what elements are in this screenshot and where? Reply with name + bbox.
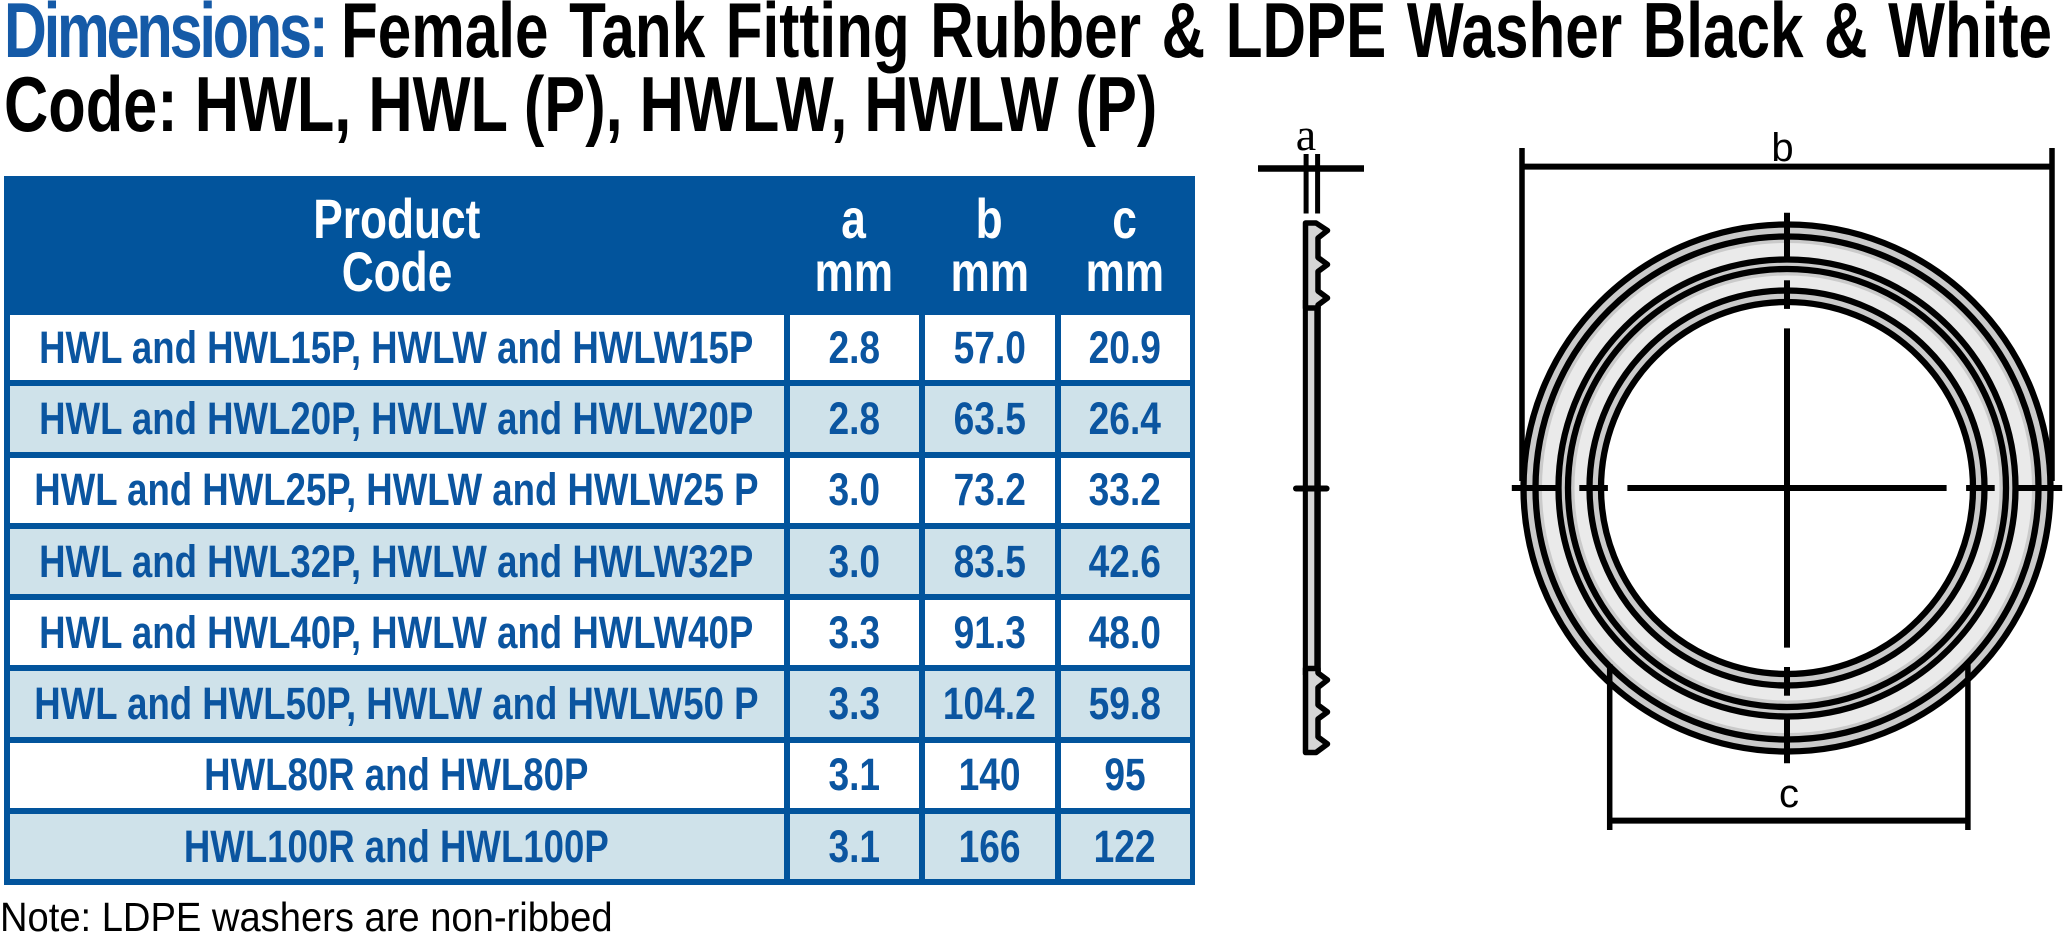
svg-text:a: a — [1296, 109, 1316, 160]
svg-text:c: c — [1779, 772, 1799, 816]
svg-text:b: b — [1771, 126, 1793, 170]
